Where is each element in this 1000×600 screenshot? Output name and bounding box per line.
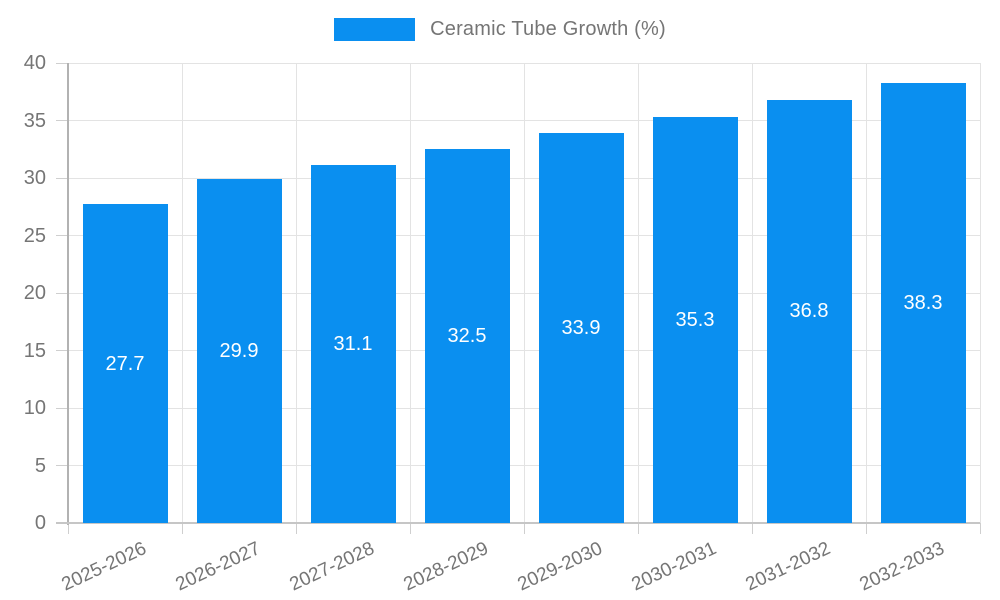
bar[interactable] bbox=[82, 204, 168, 523]
y-tick-mark bbox=[56, 120, 68, 121]
x-axis-category-label: 2030-2031 bbox=[628, 538, 720, 596]
y-axis-tick-label: 25 bbox=[23, 224, 46, 247]
bar-value-label: 33.9 bbox=[561, 317, 601, 340]
x-tick-mark bbox=[181, 523, 183, 534]
bar-value-label: 32.5 bbox=[447, 325, 487, 348]
x-axis-category-label: 2025-2026 bbox=[58, 538, 150, 596]
x-gridline bbox=[637, 63, 639, 523]
bar-value-label: 27.7 bbox=[105, 352, 145, 375]
x-gridline bbox=[865, 63, 867, 523]
x-tick-mark bbox=[979, 523, 981, 534]
bar-value-label: 31.1 bbox=[333, 333, 373, 356]
y-axis-tick-label: 30 bbox=[23, 167, 46, 189]
y-axis-line bbox=[67, 63, 69, 525]
x-axis-category-label: 2027-2028 bbox=[286, 538, 378, 596]
bar-value-label: 36.8 bbox=[789, 300, 829, 323]
x-gridline bbox=[751, 63, 753, 523]
y-axis-tick-label: 35 bbox=[23, 109, 46, 132]
bar[interactable] bbox=[880, 82, 966, 523]
x-gridline bbox=[295, 63, 297, 523]
y-axis-tick-label: 10 bbox=[23, 397, 46, 419]
x-axis-category-label: 2026-2027 bbox=[172, 538, 264, 596]
y-axis-tick-label: 20 bbox=[23, 282, 46, 304]
y-tick-mark bbox=[56, 177, 68, 179]
y-axis-tick-label: 5 bbox=[34, 454, 46, 477]
bar-value-label: 29.9 bbox=[219, 340, 259, 363]
x-axis-category-label: 2029-2030 bbox=[514, 538, 606, 596]
bar[interactable] bbox=[766, 99, 852, 523]
bar[interactable] bbox=[310, 165, 396, 523]
x-tick-mark bbox=[523, 523, 525, 534]
x-tick-mark bbox=[295, 523, 297, 534]
x-tick-mark bbox=[409, 523, 411, 534]
x-tick-mark bbox=[637, 523, 639, 534]
y-tick-mark bbox=[56, 292, 68, 294]
y-tick-mark bbox=[56, 235, 68, 236]
bar-value-label: 35.3 bbox=[675, 309, 715, 332]
x-axis-category-label: 2028-2029 bbox=[400, 538, 492, 596]
x-tick-mark bbox=[67, 523, 69, 534]
x-axis-category-label: 2032-2033 bbox=[856, 538, 948, 596]
x-gridline bbox=[181, 63, 183, 523]
bar[interactable] bbox=[424, 149, 510, 523]
y-tick-mark bbox=[56, 350, 68, 351]
legend-swatch-icon bbox=[334, 18, 416, 41]
x-gridline bbox=[409, 63, 411, 523]
y-tick-mark bbox=[56, 62, 68, 64]
legend-label: Ceramic Tube Growth (%) bbox=[430, 18, 666, 40]
x-tick-mark bbox=[751, 523, 753, 534]
legend[interactable]: Ceramic Tube Growth (%) bbox=[0, 18, 1000, 41]
bar[interactable] bbox=[538, 133, 624, 523]
y-axis-tick-label: 0 bbox=[34, 512, 46, 534]
y-tick-mark bbox=[56, 465, 68, 466]
y-tick-mark bbox=[56, 407, 68, 409]
x-gridline bbox=[979, 63, 981, 523]
x-tick-mark bbox=[865, 523, 867, 534]
bar-value-label: 38.3 bbox=[903, 291, 943, 314]
y-axis-tick-label: 15 bbox=[23, 339, 46, 362]
x-axis-line bbox=[56, 522, 980, 524]
y-axis-tick-label: 40 bbox=[23, 52, 46, 74]
x-gridline bbox=[523, 63, 525, 523]
bar[interactable] bbox=[652, 117, 738, 523]
x-axis-category-label: 2031-2032 bbox=[742, 538, 834, 596]
bar[interactable] bbox=[196, 179, 282, 523]
